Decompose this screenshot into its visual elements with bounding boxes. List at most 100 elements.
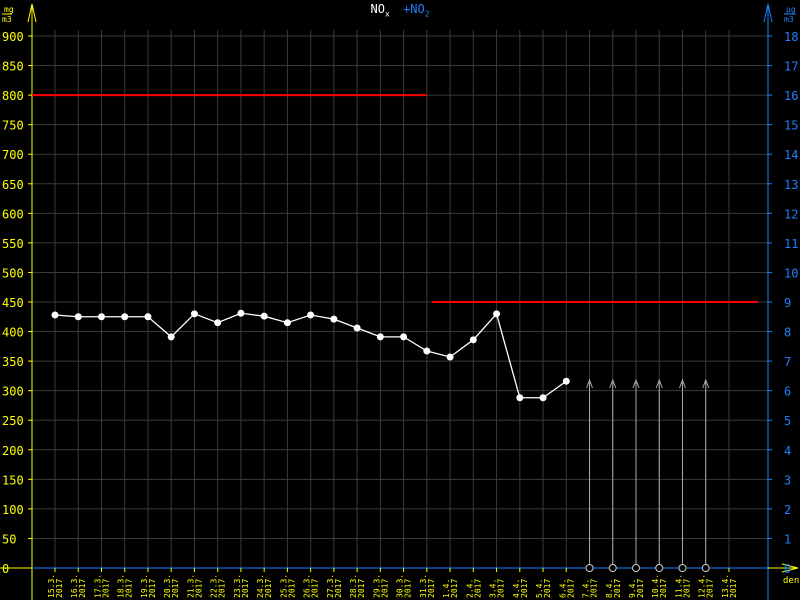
x-tick-label-date: 7.4.: [582, 579, 591, 598]
x-tick-label-date: 29.3.: [372, 574, 381, 598]
y-tick-label-left: 100: [2, 503, 24, 517]
left-unit-den: m3: [2, 15, 12, 24]
y-tick-label-right: 18: [784, 30, 798, 44]
x-tick-label-date: 23.3.: [233, 574, 242, 598]
x-tick-label-year: 2017: [473, 579, 482, 598]
x-tick-label-year: 2017: [241, 579, 250, 598]
y-tick-label-right: 12: [784, 207, 798, 221]
x-tick-label-year: 2017: [55, 579, 64, 598]
y-tick-label-right: 2: [784, 503, 791, 517]
x-tick-label-date: 30.3.: [396, 574, 405, 598]
y-tick-label-right: 1: [784, 532, 791, 546]
y-tick-label-right: 4: [784, 444, 791, 458]
data-point: [562, 377, 570, 385]
y-tick-label-right-zero: 0: [784, 562, 791, 576]
x-tick-label-date: 20.3.: [163, 574, 172, 598]
x-axis-arrow-icon: [781, 563, 799, 573]
y-tick-label-left: 700: [2, 148, 24, 162]
data-point: [307, 311, 315, 319]
data-point: [353, 324, 361, 332]
y-tick-label-left: 900: [2, 30, 24, 44]
y-tick-label-left: 800: [2, 89, 24, 103]
x-tick-label-date: 25.3.: [279, 574, 288, 598]
y-tick-label-left: 400: [2, 326, 24, 340]
y-tick-label-right: 16: [784, 89, 798, 103]
x-tick-label-date: 28.3.: [349, 574, 358, 598]
y-tick-label-left: 150: [2, 473, 24, 487]
data-point: [190, 310, 198, 318]
x-tick-label-year: 2017: [613, 579, 622, 598]
y-tick-label-right: 8: [784, 326, 791, 340]
data-point: [330, 315, 338, 323]
y-tick-label-right: 13: [784, 178, 798, 192]
data-point: [237, 309, 245, 317]
x-tick-label-year: 2017: [543, 579, 552, 598]
missing-marker: [701, 564, 710, 572]
x-tick-label-date: 21.3.: [186, 574, 195, 598]
x-tick-label-year: 2017: [520, 579, 529, 598]
missing-arrow-icon: [655, 378, 663, 389]
y-tick-label-left: 450: [2, 296, 24, 310]
missing-marker: [608, 564, 617, 572]
x-tick-label-year: 2017: [125, 579, 134, 598]
x-tick-label-date: 5.4.: [535, 579, 544, 598]
y-tick-label-left: 50: [2, 532, 16, 546]
data-point: [121, 313, 129, 321]
x-tick-label-date: 19.3.: [140, 574, 149, 598]
x-tick-label-date: 31.3.: [419, 574, 428, 598]
right-unit-num: µg: [786, 5, 796, 14]
title-nox: NOx: [370, 2, 390, 19]
x-tick-label-date: 15.3.: [47, 574, 56, 598]
x-tick-label-year: 2017: [566, 579, 575, 598]
x-tick-label-year: 2017: [78, 579, 87, 598]
x-tick-label-date: 1.4.: [442, 579, 451, 598]
data-point: [539, 394, 547, 402]
right-axis-arrow-icon: [763, 3, 773, 23]
x-tick-label-date: 12.4.: [698, 574, 707, 598]
data-point: [516, 394, 524, 402]
x-tick-label-date: 10.4.: [651, 574, 660, 598]
y-tick-label-left: 550: [2, 237, 24, 251]
x-tick-label-year: 2017: [380, 579, 389, 598]
missing-arrow-icon: [702, 378, 710, 389]
missing-arrow-icon: [632, 378, 640, 389]
x-tick-label-year: 2017: [427, 579, 436, 598]
data-point: [144, 313, 152, 321]
x-tick-label-year: 2017: [171, 579, 180, 598]
data-point: [376, 333, 384, 341]
x-tick-label-year: 2017: [682, 579, 691, 598]
y-tick-label-right: 14: [784, 148, 798, 162]
x-tick-label-year: 2017: [101, 579, 110, 598]
left-unit-num: mg: [4, 5, 14, 14]
x-tick-label-year: 2017: [334, 579, 343, 598]
y-tick-label-right: 3: [784, 473, 791, 487]
missing-marker: [655, 564, 664, 572]
x-tick-label-date: 4.4.: [512, 579, 521, 598]
title-no2: +NO2: [403, 2, 430, 19]
x-tick-label-date: 17.3.: [93, 574, 102, 598]
y-tick-label-right: 15: [784, 119, 798, 133]
data-point: [51, 311, 59, 319]
data-point: [214, 319, 222, 327]
missing-arrow-icon: [679, 378, 686, 389]
x-tick-label-year: 2017: [636, 579, 645, 598]
x-tick-label-date: 8.4.: [605, 579, 614, 598]
x-tick-label-date: 3.4.: [489, 579, 498, 598]
data-point: [167, 333, 175, 341]
x-tick-label-year: 2017: [194, 579, 203, 598]
x-tick-label-year: 2017: [450, 579, 459, 598]
data-point: [260, 312, 268, 320]
y-tick-label-left: 650: [2, 178, 24, 192]
x-tick-label-date: 18.3.: [117, 574, 126, 598]
x-tick-label-year: 2017: [497, 579, 506, 598]
x-tick-label-year: 2017: [148, 579, 157, 598]
x-tick-label-date: 26.3.: [303, 574, 312, 598]
data-point: [493, 310, 501, 318]
y-tick-label-right: 11: [784, 237, 798, 251]
x-tick-label-year: 2017: [729, 579, 738, 598]
x-tick-label-date: 27.3.: [326, 574, 335, 598]
y-tick-label-right: 10: [784, 266, 798, 280]
x-tick-label-date: 22.3.: [210, 574, 219, 598]
x-tick-label-year: 2017: [659, 579, 668, 598]
